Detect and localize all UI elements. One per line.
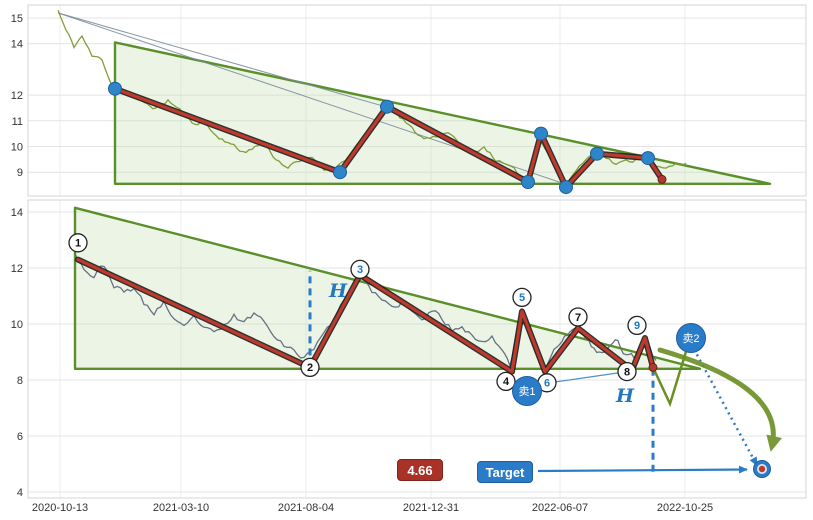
value-tick-label: 4 <box>17 487 23 499</box>
value-tick-label: 8 <box>17 375 23 387</box>
end-dot <box>657 174 667 184</box>
projection-dotted-line <box>692 348 759 467</box>
pivot-dot[interactable] <box>380 99 394 114</box>
pivot-dot[interactable] <box>559 180 573 195</box>
pivot-number-label: 9 <box>634 320 640 332</box>
pivot-dot[interactable] <box>641 151 655 166</box>
value-tick-label: 6 <box>17 431 23 443</box>
value-tick-label: 11 <box>12 116 23 128</box>
date-tick-label: 2021-12-31 <box>403 502 459 514</box>
panel-border <box>27 199 807 499</box>
pivot-dot[interactable] <box>521 175 535 189</box>
date-tick-label: 2022-06-07 <box>532 502 588 514</box>
panel-border <box>27 4 807 197</box>
thin-trendline <box>57 12 391 109</box>
price-line <box>74 253 657 369</box>
pivot-number-label: 1 <box>75 238 81 250</box>
value-tick-label: 14 <box>11 207 23 219</box>
pivot-number-circle[interactable] <box>627 315 647 336</box>
date-tick-label: 2020-10-13 <box>32 502 88 514</box>
pivot-number-label: 6 <box>544 378 550 390</box>
date-tick-label: 2022-10-25 <box>657 502 713 514</box>
pivot-number-circle[interactable] <box>568 307 588 327</box>
pivot-number-label: 3 <box>357 264 363 276</box>
date-tick-label: 2021-03-10 <box>153 502 209 514</box>
date-tick-label: 2021-08-04 <box>278 502 334 514</box>
sell-marker-2[interactable]: 卖2 <box>676 323 706 353</box>
value-tick-label: 14 <box>11 39 23 51</box>
olive-tail-line <box>651 344 690 408</box>
sell-marker-1[interactable]: 卖1 <box>512 376 542 406</box>
target-line-arrow <box>537 465 748 474</box>
value-tick-label: 12 <box>11 90 23 102</box>
value-tick-label: 15 <box>11 13 23 25</box>
pivot-number-label: 4 <box>503 376 510 388</box>
height-label-2: H <box>616 385 634 407</box>
pivot-number-label: 5 <box>519 292 525 304</box>
pivot-number-circle[interactable] <box>300 357 320 378</box>
value-tick-label: 12 <box>11 263 23 275</box>
height-label-1: H <box>329 280 347 302</box>
target-marker-center <box>758 465 766 473</box>
pivot-number-label: 7 <box>575 312 581 324</box>
pivot-number-circle[interactable] <box>617 361 637 382</box>
value-tick-label: 9 <box>17 167 23 179</box>
target-button[interactable]: Target <box>477 461 533 483</box>
pivot-number-circle[interactable] <box>512 287 532 308</box>
pivot-dot[interactable] <box>590 146 604 161</box>
end-dot <box>648 362 658 372</box>
pivot-number-label: 2 <box>307 362 313 374</box>
target-price-badge: 4.66 <box>397 459 443 481</box>
value-tick-label: 10 <box>11 319 23 331</box>
pivot-dot[interactable] <box>333 165 347 180</box>
panel-upper-overview: 15 14 12 11 10 9 <box>11 4 807 197</box>
zigzag-core <box>76 258 655 374</box>
pivot-number-circle[interactable] <box>68 233 88 253</box>
pivot-dot[interactable] <box>534 126 548 141</box>
value-tick-label: 10 <box>11 142 23 154</box>
panel-background <box>28 200 806 498</box>
pivot-number-label: 8 <box>624 366 630 378</box>
target-curve-arrow <box>657 347 783 452</box>
pivot-dot[interactable] <box>108 81 122 96</box>
pivot-number-circle[interactable] <box>350 259 370 280</box>
